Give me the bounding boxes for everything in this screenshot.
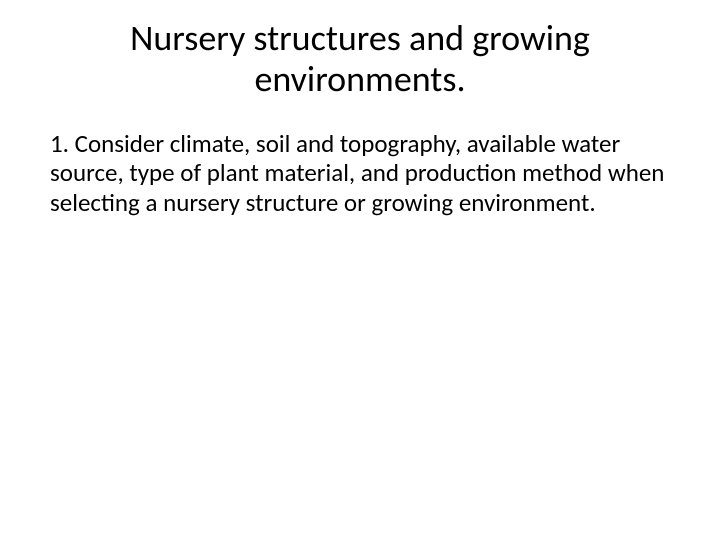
slide-title: Nursery structures and growing environme… — [50, 18, 670, 101]
slide-container: Nursery structures and growing environme… — [0, 0, 720, 540]
slide-body-text: 1. Consider climate, soil and topography… — [50, 129, 670, 218]
